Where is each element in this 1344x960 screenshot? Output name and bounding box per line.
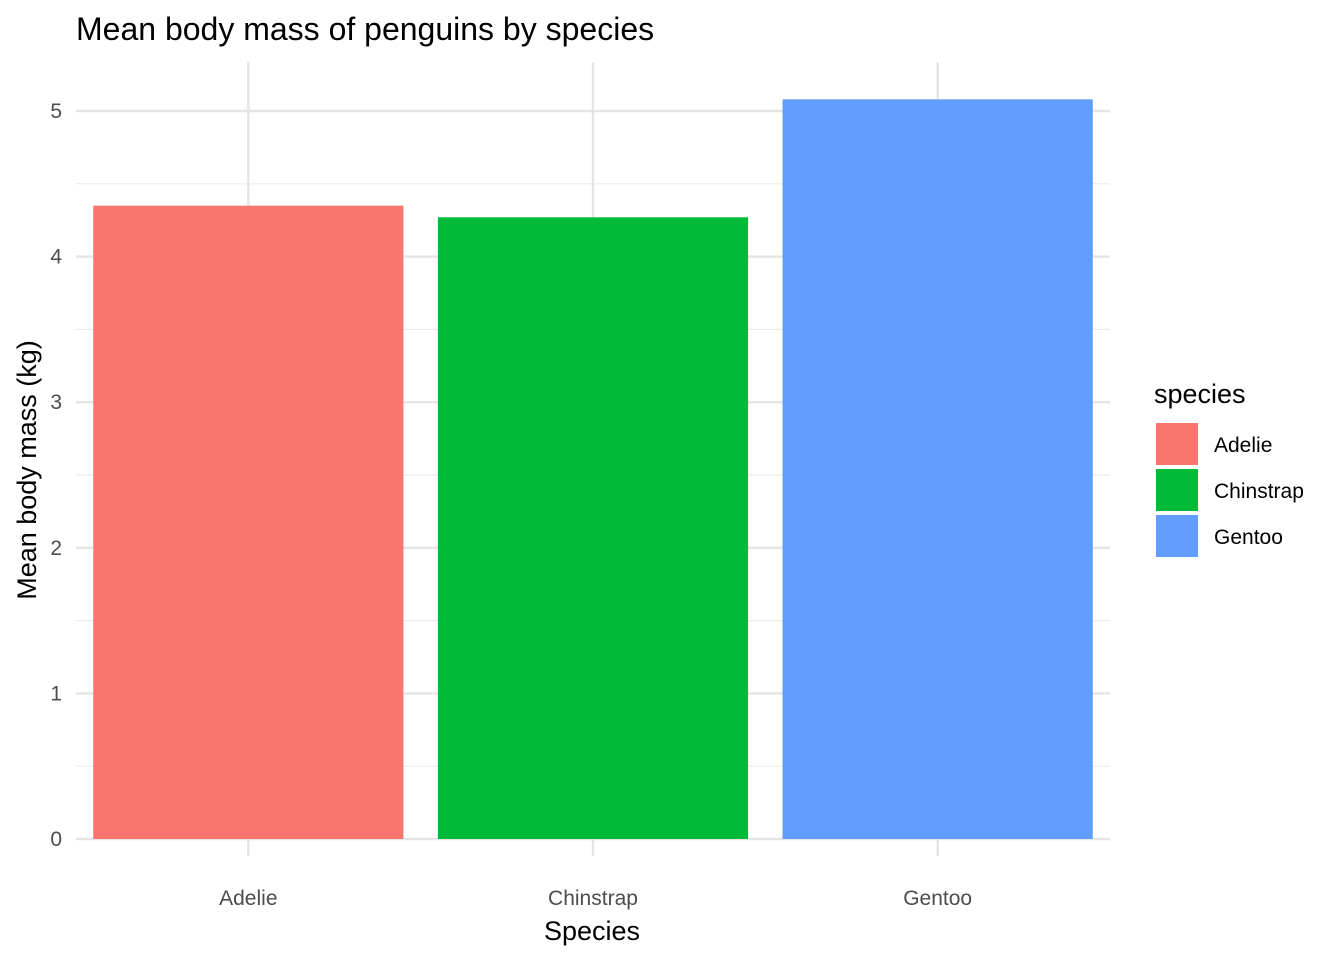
x-axis-title: Species bbox=[544, 916, 640, 946]
x-axis-ticks: Adelie Chinstrap Gentoo bbox=[219, 887, 972, 910]
bar-chinstrap bbox=[437, 217, 749, 840]
bars-layer bbox=[93, 99, 1093, 840]
y-tick-label: 1 bbox=[50, 682, 62, 705]
legend-title: species bbox=[1154, 379, 1246, 409]
y-tick-label: 5 bbox=[50, 100, 62, 123]
x-tick-label: Adelie bbox=[219, 887, 277, 910]
legend-key-gentoo bbox=[1156, 515, 1198, 557]
y-tick-label: 2 bbox=[50, 537, 62, 560]
chart-title: Mean body mass of penguins by species bbox=[76, 11, 654, 47]
legend-label-chinstrap: Chinstrap bbox=[1214, 480, 1304, 503]
legend-items: Adelie Chinstrap Gentoo bbox=[1156, 423, 1304, 557]
y-tick-label: 0 bbox=[50, 828, 62, 851]
legend: species Adelie Chinstrap Gentoo bbox=[1154, 379, 1304, 557]
x-tick-label: Gentoo bbox=[903, 887, 972, 910]
bar-adelie bbox=[93, 205, 404, 839]
legend-label-gentoo: Gentoo bbox=[1214, 526, 1283, 549]
y-tick-label: 3 bbox=[50, 391, 62, 414]
y-tick-label: 4 bbox=[50, 246, 62, 269]
legend-key-chinstrap bbox=[1156, 469, 1198, 511]
y-axis-ticks: 0 1 2 3 4 5 bbox=[50, 100, 62, 851]
x-tick-label: Chinstrap bbox=[548, 887, 638, 910]
legend-key-adelie bbox=[1156, 423, 1198, 465]
bar-gentoo bbox=[782, 99, 1093, 840]
y-axis-title: Mean body mass (kg) bbox=[12, 340, 42, 600]
legend-label-adelie: Adelie bbox=[1214, 434, 1272, 457]
